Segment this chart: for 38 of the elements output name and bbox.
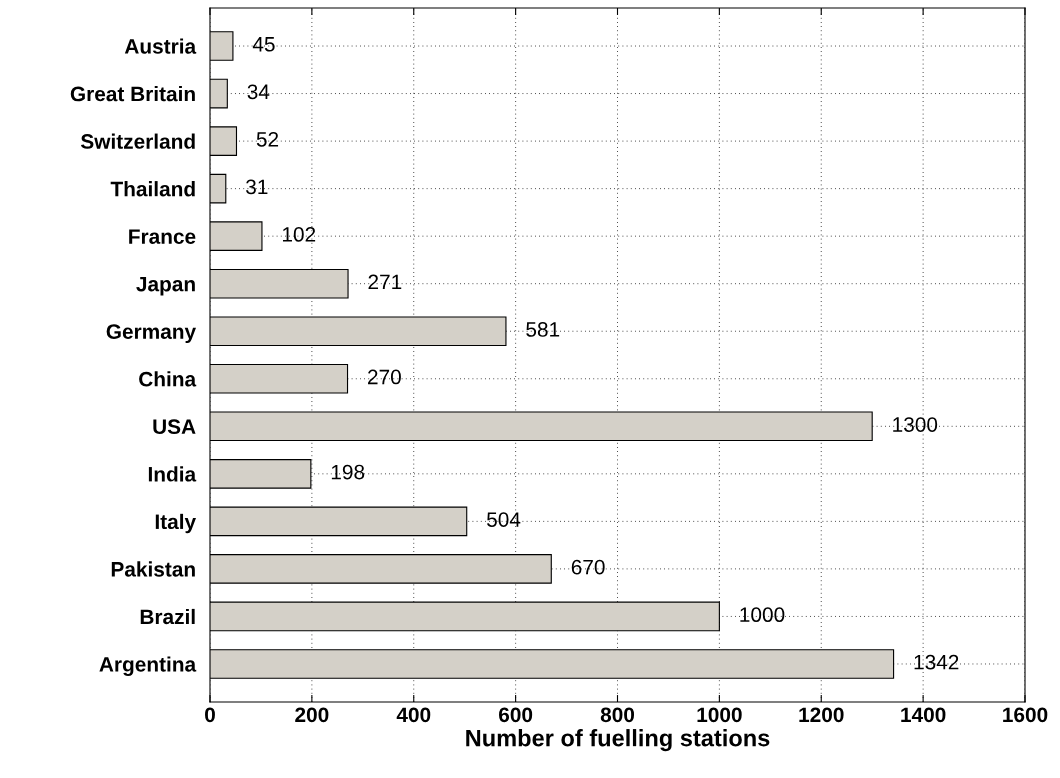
data-label: 52 [256,131,279,147]
y-tick-label: Austria [124,38,197,54]
data-label: 1000 [740,607,785,623]
data-label: 1300 [893,417,938,432]
x-tick-label: 1000 [697,707,742,723]
x-tick-label: 800 [600,707,635,723]
data-label: 271 [368,274,402,290]
y-tick-label: Pakistan [111,561,195,577]
data-label: 670 [571,559,605,575]
y-tick-label: Argentina [99,656,197,676]
data-label: 581 [526,322,560,337]
y-tick-label: Italy [155,513,196,534]
data-label: 270 [368,369,401,385]
data-label: 1342 [914,654,959,670]
y-tick-label: China [139,371,197,387]
x-tick-label: 1600 [1003,707,1048,723]
x-axis-title: Number of fuelling stations [466,729,770,752]
y-tick-label: Great Britain [70,86,195,102]
x-tick-label: 400 [396,707,431,723]
y-tick-label: Germany [106,324,196,344]
y-tick-label: USA [153,419,196,435]
y-tick-label: Brazil [140,608,195,625]
data-label: 504 [487,512,521,527]
data-label: 45 [252,37,275,52]
data-label: 198 [331,464,365,480]
y-tick-label: Thailand [110,181,195,197]
data-label: 102 [282,227,316,242]
y-tick-label: Japan [136,276,195,296]
x-tick-label: 0 [205,707,215,723]
data-label: 31 [246,179,268,195]
y-tick-label: India [148,466,197,482]
x-tick-label: 1200 [799,707,844,723]
x-tick-label: 1400 [901,707,946,723]
x-tick-label: 200 [295,707,329,723]
x-tick-label: 600 [499,707,533,723]
y-tick-label: Switzerland [80,133,195,149]
y-tick-label: France [129,229,196,244]
data-label: 34 [247,84,270,100]
